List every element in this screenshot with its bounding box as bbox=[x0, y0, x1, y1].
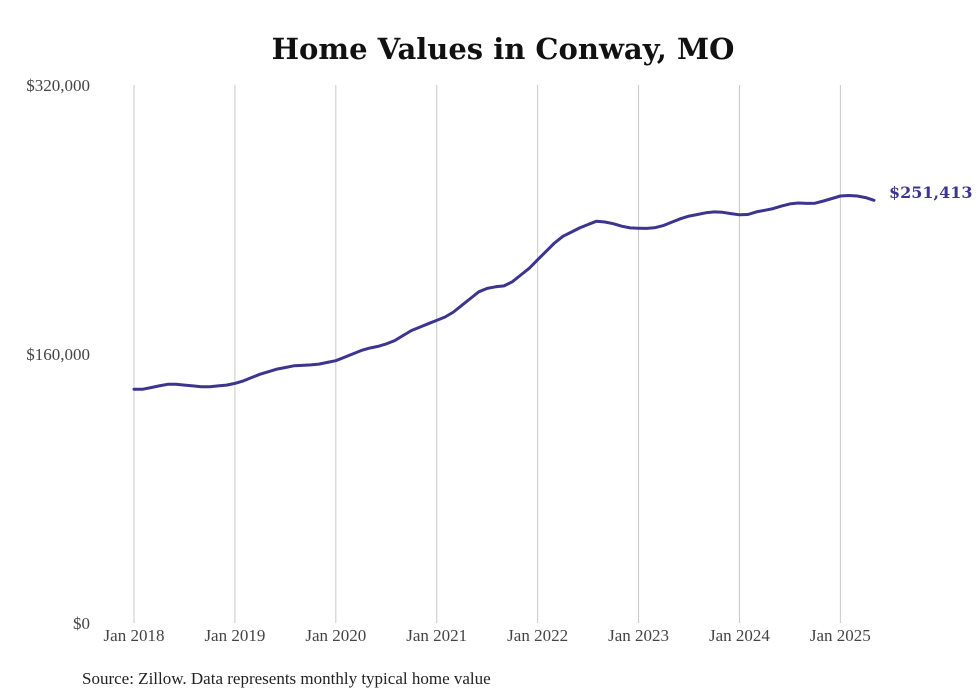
y-tick-label: $320,000 bbox=[26, 76, 90, 95]
x-tick-label: Jan 2022 bbox=[507, 626, 568, 645]
x-tick-label: Jan 2025 bbox=[810, 626, 871, 645]
chart-title: Home Values in Conway, MO bbox=[272, 32, 735, 66]
end-value-label: $251,413 bbox=[889, 183, 973, 202]
x-tick-label: Jan 2024 bbox=[709, 626, 770, 645]
x-axis: Jan 2018 Jan 2019 Jan 2020 Jan 2021 Jan 2022… bbox=[104, 626, 871, 645]
x-tick-label: Jan 2023 bbox=[608, 626, 669, 645]
series-line bbox=[132, 194, 876, 391]
gridlines bbox=[133, 85, 841, 623]
x-tick-label: Jan 2021 bbox=[406, 626, 467, 645]
y-tick-label: $160,000 bbox=[26, 345, 90, 364]
x-tick-label: Jan 2018 bbox=[104, 626, 165, 645]
plot-area bbox=[132, 194, 876, 391]
x-tick-label: Jan 2020 bbox=[305, 626, 366, 645]
y-axis: $0 $160,000 $320,000 bbox=[26, 76, 90, 633]
source-note: Source: Zillow. Data represents monthly … bbox=[82, 669, 491, 688]
y-tick-label: $0 bbox=[73, 614, 90, 633]
x-tick-label: Jan 2019 bbox=[204, 626, 265, 645]
